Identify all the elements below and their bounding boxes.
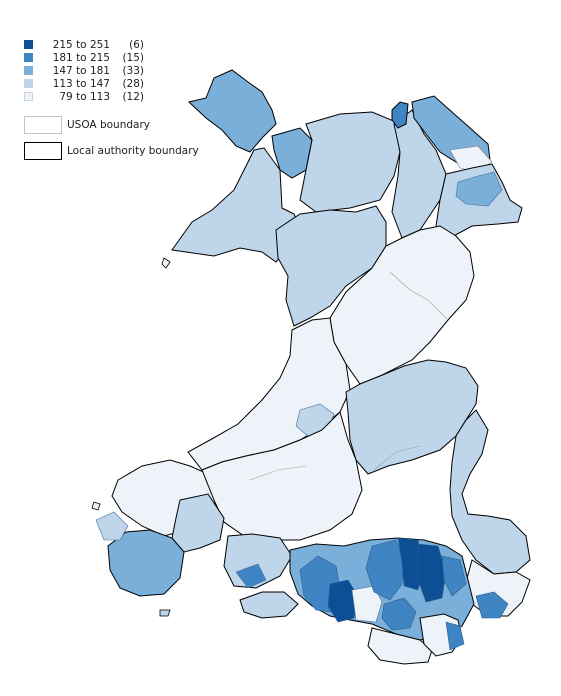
legend-swatch bbox=[24, 79, 33, 88]
region-caerphilly bbox=[417, 543, 447, 603]
la-boundary-label: Local authority boundary bbox=[67, 145, 199, 157]
legend-range: 147 to 181 bbox=[52, 64, 110, 77]
legend-swatch bbox=[24, 40, 33, 49]
region-torfaen bbox=[441, 555, 467, 597]
usoa-boundary-label: USOA boundary bbox=[67, 119, 150, 131]
region-pembrokeshire-south bbox=[107, 529, 185, 597]
region-conwy bbox=[299, 111, 401, 213]
region-denbighshire bbox=[391, 109, 447, 239]
region-monmouthshire bbox=[449, 409, 531, 575]
legend-swatch bbox=[24, 53, 33, 62]
region-haverfordwest bbox=[95, 511, 129, 541]
legend-count: (33) bbox=[122, 64, 144, 77]
region-carmarthen-south bbox=[171, 493, 225, 553]
legend-item: 215 to 251 (6) bbox=[24, 38, 144, 51]
legend-range: 215 to 251 bbox=[52, 38, 110, 51]
legend-count: (12) bbox=[122, 90, 144, 103]
region-merthyr bbox=[397, 537, 425, 591]
legend-item: 113 to 147 (28) bbox=[24, 77, 144, 90]
region-carmarthenshire bbox=[201, 411, 363, 541]
region-gwynedd bbox=[171, 147, 301, 263]
region-bridgend bbox=[351, 585, 383, 623]
region-rhondda bbox=[365, 539, 405, 601]
region-rhyl bbox=[391, 101, 409, 129]
usoa-boundary-swatch bbox=[24, 116, 62, 134]
region-burry-port bbox=[235, 563, 267, 589]
usoa-line bbox=[373, 445, 421, 471]
region-wrexham-town bbox=[455, 171, 503, 207]
usoa-line bbox=[249, 465, 307, 481]
region-cardiff-east bbox=[445, 621, 465, 651]
region-vale-east bbox=[381, 597, 417, 631]
legend-item: 147 to 181 (33) bbox=[24, 64, 144, 77]
usoa-line bbox=[389, 271, 449, 321]
legend: 215 to 251 (6) 181 to 215 (15) 147 to 18… bbox=[24, 38, 144, 103]
legend-item: 79 to 113 (12) bbox=[24, 90, 144, 103]
legend-range: 79 to 113 bbox=[59, 90, 110, 103]
region-anglesey bbox=[187, 69, 277, 153]
region-vale-of-glamorgan bbox=[367, 627, 433, 665]
region-swansea-east bbox=[327, 579, 359, 623]
la-boundary-swatch bbox=[24, 142, 62, 160]
region-arfon bbox=[271, 127, 313, 179]
legend-swatch bbox=[24, 66, 33, 75]
legend-la-boundary: Local authority boundary bbox=[24, 142, 199, 160]
legend-range: 181 to 215 bbox=[52, 51, 110, 64]
legend-range: 113 to 147 bbox=[52, 77, 110, 90]
legend-swatch bbox=[24, 92, 33, 101]
legend-count: (6) bbox=[129, 38, 144, 51]
legend-usoa-boundary: USOA boundary bbox=[24, 116, 150, 134]
region-meirionnydd bbox=[275, 205, 387, 327]
legend-count: (28) bbox=[122, 77, 144, 90]
region-newport bbox=[475, 591, 509, 619]
legend-count: (15) bbox=[122, 51, 144, 64]
island-bardsey bbox=[161, 257, 171, 269]
island-ramsey bbox=[91, 501, 101, 511]
island-caldey bbox=[159, 609, 171, 617]
region-gower bbox=[239, 591, 299, 619]
legend-item: 181 to 215 (15) bbox=[24, 51, 144, 64]
